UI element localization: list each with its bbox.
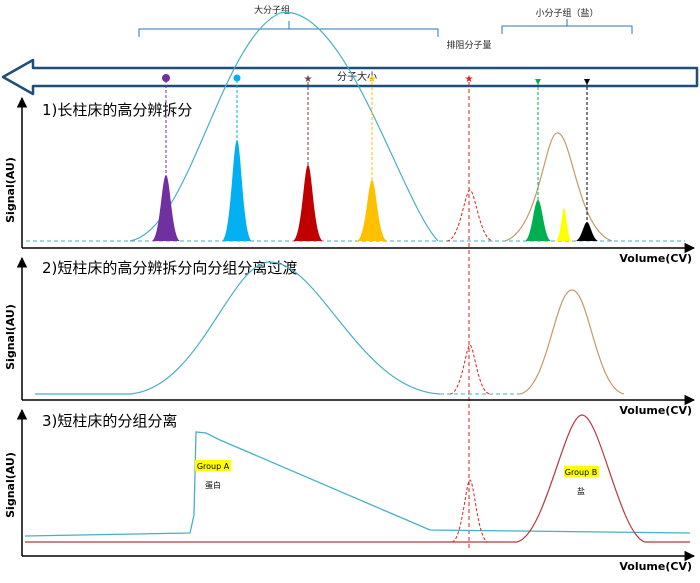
group-a-label: Group A [197,462,230,471]
panel-2-title: 2)短柱床的高分辨拆分向分组分离过渡 [42,259,297,277]
panel-3-title: 3)短柱床的分组分离 [42,412,177,430]
blue-marker [233,74,241,82]
panel-1-ylabel: Signal(AU) [4,157,17,223]
panel-2-ylabel: Signal(AU) [4,304,17,370]
group-b-highlight [564,466,599,477]
exclusion-limit-label: 排阻分子量 [446,39,491,51]
small-group-bracket [501,19,633,34]
panel-1-large-envelope [129,12,439,242]
panel-2-large-peak [35,261,441,395]
orange-peak [357,180,387,241]
panel-2-xlabel: Volume(CV) [619,404,692,417]
group-a-trace [24,431,691,537]
panel-1-small-envelope [504,132,613,242]
molecule-size-arrow [1,58,699,96]
group-b-trace [25,414,690,543]
panel-3-ylabel: Signal(AU) [4,452,17,518]
green-peak [525,200,551,241]
purple-peak [152,175,180,241]
panel-2-exclusion-peak [449,344,491,395]
group-a-highlight [195,460,231,471]
darkred-peak [293,165,323,241]
panel-3-exclusion-peak [451,479,489,543]
black-peak [576,222,598,241]
blue-peak [222,140,252,241]
orange-marker: ★ [368,74,377,85]
large-group-bracket [138,21,439,37]
small-group-label: 小分子组（盐） [535,7,598,19]
large-group-label: 大分子组 [254,4,290,16]
group-b-sublabel: 盐 [577,486,585,496]
panel-1-title: 1)长柱床的高分辨拆分 [42,101,192,119]
group-b-label: Group B [565,468,597,477]
molecule-size-label: 分子大小 [337,70,377,83]
purple-marker [162,74,170,82]
panel-1-exclusion-peak [446,189,494,242]
group-a-sublabel: 蛋白 [205,480,221,490]
panel-3-xlabel: Volume(CV) [619,560,692,573]
panel-1-xlabel: Volume(CV) [619,252,692,265]
panel-2-small-peak [519,289,625,395]
yellow-peak [556,208,572,241]
exclusion-limit-marker: ★ [465,74,474,85]
darkred-marker: ★ [304,74,313,85]
